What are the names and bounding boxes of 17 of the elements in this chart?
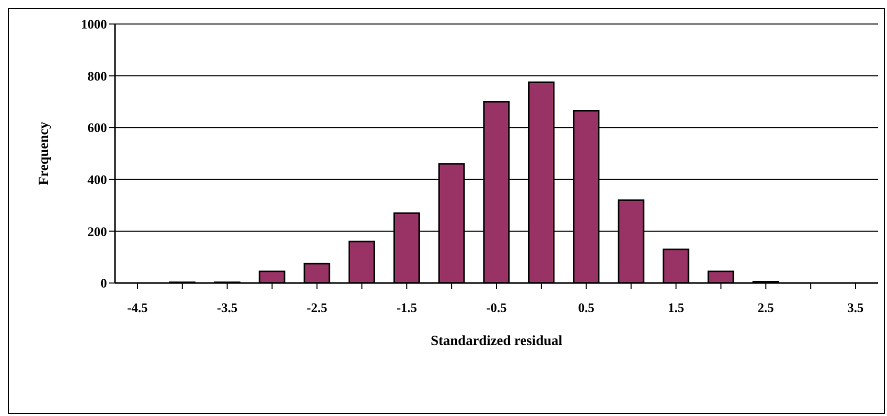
x-tick-label: 1.5	[668, 300, 685, 316]
y-tick-label: 0	[100, 276, 107, 291]
x-tick-label: -3.5	[216, 300, 238, 316]
x-tick-label: 0.5	[578, 300, 595, 316]
x-axis-title: Standardized residual	[430, 334, 562, 349]
x-tick-label: -4.5	[127, 300, 148, 316]
x-tick-label: 2.5	[758, 300, 774, 316]
y-tick-label: 600	[88, 120, 107, 136]
y-tick-label: 400	[88, 172, 107, 188]
x-tick-label: -2.5	[306, 300, 328, 316]
x-tick-label: -1.5	[396, 300, 418, 316]
y-tick-label: 200	[88, 224, 107, 239]
y-tick-label: 800	[88, 68, 107, 84]
y-tick-label: 1000	[81, 16, 107, 32]
x-tick-label: 3.5	[847, 300, 864, 316]
y-axis-title: Frequency	[36, 122, 52, 186]
x-tick-label: -0.5	[486, 300, 508, 316]
